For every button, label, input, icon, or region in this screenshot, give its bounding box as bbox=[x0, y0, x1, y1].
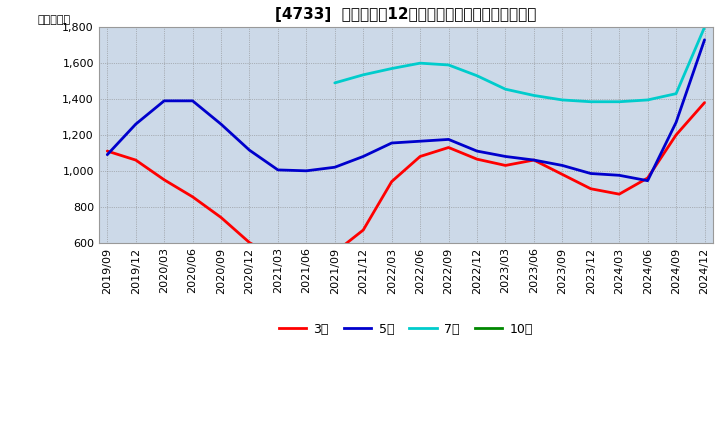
5年 bbox=[701, 37, 709, 43]
3年 bbox=[701, 100, 709, 105]
7年 bbox=[473, 73, 482, 78]
3年 bbox=[245, 240, 253, 245]
5年 bbox=[103, 152, 112, 158]
3年 bbox=[217, 215, 225, 220]
7年 bbox=[701, 25, 709, 30]
7年 bbox=[387, 66, 396, 71]
3年 bbox=[672, 132, 680, 138]
3年 bbox=[501, 163, 510, 168]
5年 bbox=[473, 148, 482, 154]
3年 bbox=[103, 148, 112, 154]
3年 bbox=[359, 227, 367, 233]
5年 bbox=[501, 154, 510, 159]
7年 bbox=[330, 80, 339, 85]
Y-axis label: （百万円）: （百万円） bbox=[37, 15, 71, 25]
5年 bbox=[302, 168, 310, 173]
5年 bbox=[615, 172, 624, 178]
7年 bbox=[359, 72, 367, 77]
3年 bbox=[302, 263, 310, 268]
3年 bbox=[131, 158, 140, 163]
5年 bbox=[644, 178, 652, 183]
Legend: 3年, 5年, 7年, 10年: 3年, 5年, 7年, 10年 bbox=[274, 318, 539, 341]
5年 bbox=[530, 158, 539, 163]
5年 bbox=[274, 167, 282, 172]
3年 bbox=[416, 154, 425, 159]
Title: [4733]  当期純利益12か月移動合計の標準偏差の推移: [4733] 当期純利益12か月移動合計の標準偏差の推移 bbox=[275, 7, 536, 22]
Line: 3年: 3年 bbox=[107, 103, 705, 266]
3年 bbox=[587, 186, 595, 191]
5年 bbox=[416, 139, 425, 144]
Line: 7年: 7年 bbox=[335, 27, 705, 102]
7年 bbox=[416, 61, 425, 66]
5年 bbox=[330, 165, 339, 170]
5年 bbox=[387, 140, 396, 146]
5年 bbox=[444, 137, 453, 142]
5年 bbox=[160, 98, 168, 103]
5年 bbox=[359, 154, 367, 159]
3年 bbox=[387, 179, 396, 184]
5年 bbox=[188, 98, 197, 103]
7年 bbox=[530, 93, 539, 98]
5年 bbox=[217, 121, 225, 127]
7年 bbox=[501, 87, 510, 92]
3年 bbox=[530, 158, 539, 163]
3年 bbox=[188, 194, 197, 199]
3年 bbox=[558, 172, 567, 177]
3年 bbox=[274, 256, 282, 261]
5年 bbox=[587, 171, 595, 176]
5年 bbox=[558, 163, 567, 168]
7年 bbox=[587, 99, 595, 104]
3年 bbox=[473, 157, 482, 162]
7年 bbox=[444, 62, 453, 68]
5年 bbox=[672, 120, 680, 125]
3年 bbox=[160, 177, 168, 183]
7年 bbox=[644, 97, 652, 103]
3年 bbox=[330, 250, 339, 255]
5年 bbox=[245, 147, 253, 153]
3年 bbox=[615, 191, 624, 197]
7年 bbox=[672, 91, 680, 96]
3年 bbox=[444, 145, 453, 150]
7年 bbox=[615, 99, 624, 104]
7年 bbox=[558, 97, 567, 103]
3年 bbox=[644, 176, 652, 181]
5年 bbox=[131, 121, 140, 127]
Line: 5年: 5年 bbox=[107, 40, 705, 181]
